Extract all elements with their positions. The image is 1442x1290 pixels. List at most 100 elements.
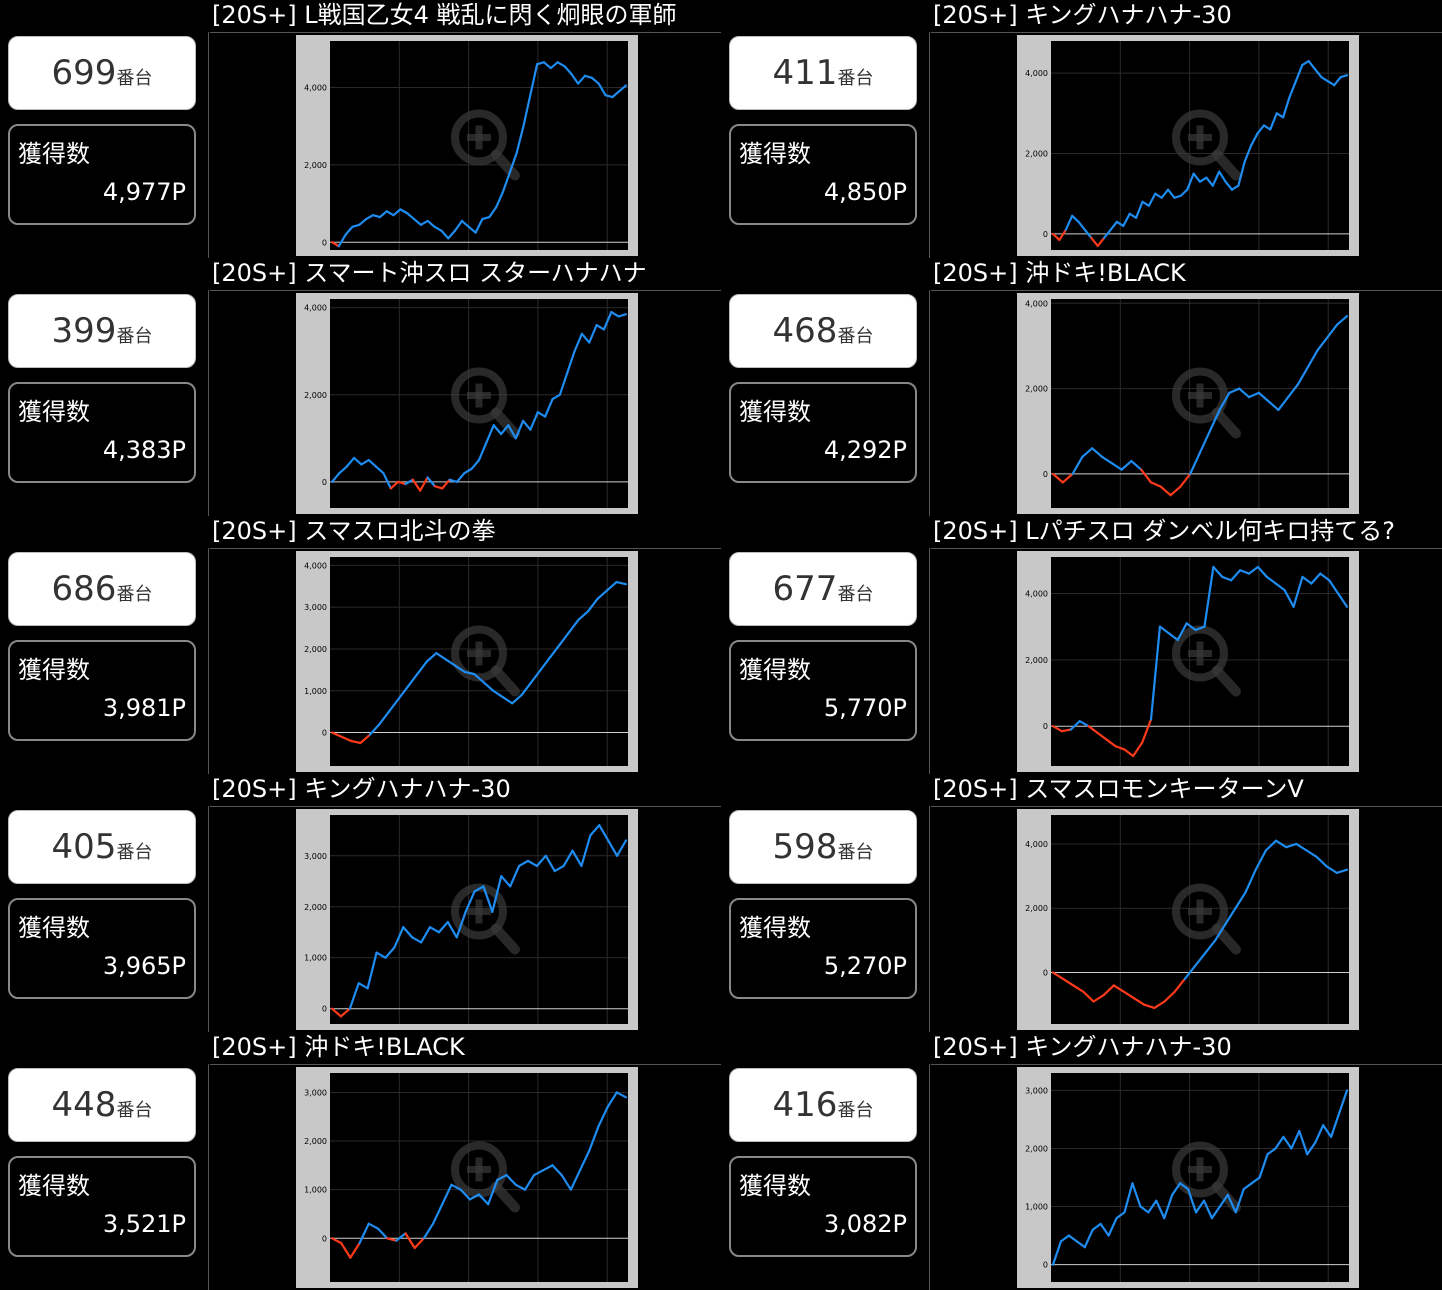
graph-line-segment: [529, 411, 539, 431]
slump-graph[interactable]: 0 2,000 4,000: [1017, 35, 1359, 256]
graph-line-segment: [573, 332, 583, 353]
machine-title[interactable]: [20S+] キングハナハナ-30: [933, 1, 1232, 29]
graph-line-segment: [1230, 569, 1242, 582]
y-tick-label: 2,000: [304, 161, 327, 170]
y-tick-label: 0: [1043, 969, 1048, 978]
machine-number-box[interactable]: 686番台: [8, 552, 196, 626]
machine-title[interactable]: [20S+] キングハナハナ-30: [933, 1033, 1232, 1061]
y-tick-label: 1,000: [1025, 1203, 1048, 1212]
machine-number: 416: [772, 1085, 838, 1125]
machine-title[interactable]: [20S+] L戦国乙女4 戦乱に閃く炯眼の軍師: [212, 1, 677, 29]
graph-line-segment: [481, 216, 491, 221]
graph-line-segment: [553, 864, 565, 873]
graph-line-segment: [413, 1237, 425, 1250]
gain-value: 5,270P: [823, 952, 907, 980]
slump-graph[interactable]: 0 1,000 2,000 3,000: [1017, 1067, 1359, 1288]
machine-title[interactable]: [20S+] スマスロモンキーターンV: [933, 775, 1304, 803]
graph-line-segment: [1257, 391, 1270, 403]
machine-title[interactable]: [20S+] 沖ドキ!BLACK: [933, 259, 1186, 287]
graph-line-segment: [533, 1169, 545, 1177]
slump-graph[interactable]: 0 1,000 2,000 3,000: [296, 809, 638, 1030]
machine-number-box[interactable]: 598番台: [729, 810, 917, 884]
machine-number-box[interactable]: 677番台: [729, 552, 917, 626]
machine-number-box[interactable]: 468番台: [729, 294, 917, 368]
graph-line-segment: [1071, 214, 1080, 223]
graph-line-segment: [611, 90, 621, 99]
graph-line-segment: [367, 459, 378, 468]
graph-line-segment: [359, 733, 372, 745]
machine-title[interactable]: [20S+] スマスロ北斗の拳: [212, 517, 496, 545]
gain-label: 獲得数: [18, 656, 90, 684]
y-tick-label: 4,000: [304, 561, 327, 570]
machine-number: 677: [772, 569, 838, 609]
graph-line-segment: [330, 731, 343, 738]
graph-line-segment: [1072, 984, 1085, 993]
slump-graph[interactable]: 0 1,000 2,000 3,000 4,000: [296, 551, 638, 772]
graph-line-segment: [1078, 720, 1090, 728]
slump-graph[interactable]: 0 2,000 4,000: [296, 35, 638, 256]
graph-line-segment: [549, 61, 559, 70]
zoom-watermark-icon: [1172, 367, 1228, 424]
graph-line-segment: [577, 74, 587, 85]
graph-line-segment: [395, 1232, 407, 1242]
machine-title[interactable]: [20S+] キングハナハナ-30: [212, 775, 511, 803]
y-tick-label: 0: [322, 238, 327, 247]
machine-number-box[interactable]: 411番台: [729, 36, 917, 110]
machine-number-box[interactable]: 416番台: [729, 1068, 917, 1142]
graph-line-segment: [378, 210, 388, 219]
machine-title[interactable]: [20S+] Lパチスロ ダンベル何キロ持てる?: [933, 517, 1395, 545]
title-underline: [931, 806, 1442, 807]
graph-line-segment: [397, 480, 407, 486]
graph-line-segment: [340, 1242, 352, 1259]
machine-number-box[interactable]: 448番台: [8, 1068, 196, 1142]
graph-line-segment: [523, 1173, 536, 1191]
graph-line-segment: [1051, 1240, 1063, 1266]
slump-graph[interactable]: 0 1,000 2,000 3,000: [296, 1067, 638, 1288]
machine-number-box[interactable]: 405番台: [8, 810, 196, 884]
machine-card: [20S+] Lパチスロ ダンベル何キロ持てる? 677番台 獲得数 5,770…: [721, 516, 1442, 774]
graph-line-segment: [330, 472, 341, 483]
graph-line-segment: [428, 926, 441, 934]
graph-line-segment: [1274, 582, 1286, 592]
machine-number-box[interactable]: 699番台: [8, 36, 196, 110]
graph-line-segment: [1176, 622, 1188, 642]
graph-line-segment: [349, 739, 362, 745]
graph-line-segment: [1083, 1228, 1094, 1249]
graph-line-segment: [1189, 451, 1202, 475]
zoom-watermark-handle: [491, 1181, 520, 1213]
graph-line-segment: [382, 472, 392, 490]
card-divider: [929, 1064, 930, 1290]
graph-line-segment: [1179, 472, 1192, 488]
graph-line-segment: [366, 951, 378, 990]
graph-line-segment: [1325, 865, 1338, 874]
graph-line-segment: [425, 652, 438, 663]
graph-line-segment: [1166, 188, 1176, 199]
machine-number-box[interactable]: 399番台: [8, 294, 196, 368]
graph-line-segment: [1087, 725, 1099, 734]
machine-title[interactable]: [20S+] スマート沖スロ スターハナハナ: [212, 259, 647, 287]
gain-label: 獲得数: [739, 1172, 811, 1200]
machine-card: [20S+] L戦国乙女4 戦乱に閃く炯眼の軍師 699番台 獲得数 4,977…: [0, 0, 721, 258]
graph-line-segment: [1339, 74, 1349, 79]
gain-box: 獲得数 5,770P: [729, 640, 917, 741]
zoom-watermark-icon: [1172, 883, 1228, 940]
graph-line-segment: [376, 1227, 389, 1240]
slump-graph[interactable]: 0 2,000 4,000: [1017, 293, 1359, 514]
graph-line-segment: [339, 1007, 351, 1018]
graph-line-segment: [1159, 485, 1172, 497]
graph-line-segment: [1160, 188, 1170, 199]
graph-line-segment: [1288, 80, 1297, 99]
slump-graph[interactable]: 0 2,000 4,000: [1017, 551, 1359, 772]
gain-label: 獲得数: [18, 140, 90, 168]
graph-line-segment: [1315, 855, 1328, 868]
graph-line-segment: [411, 936, 423, 944]
graph-line-segment: [1296, 366, 1309, 386]
graph-line-segment: [1186, 172, 1195, 191]
slump-graph[interactable]: 0 2,000 4,000: [1017, 809, 1359, 1030]
graph-line-segment: [330, 241, 340, 248]
machine-title[interactable]: [20S+] 沖ドキ!BLACK: [212, 1033, 465, 1061]
card-divider: [929, 806, 930, 1032]
slump-graph[interactable]: 0 2,000 4,000: [296, 293, 638, 514]
graph-line-segment: [522, 419, 532, 431]
graph-line-segment: [344, 225, 354, 236]
